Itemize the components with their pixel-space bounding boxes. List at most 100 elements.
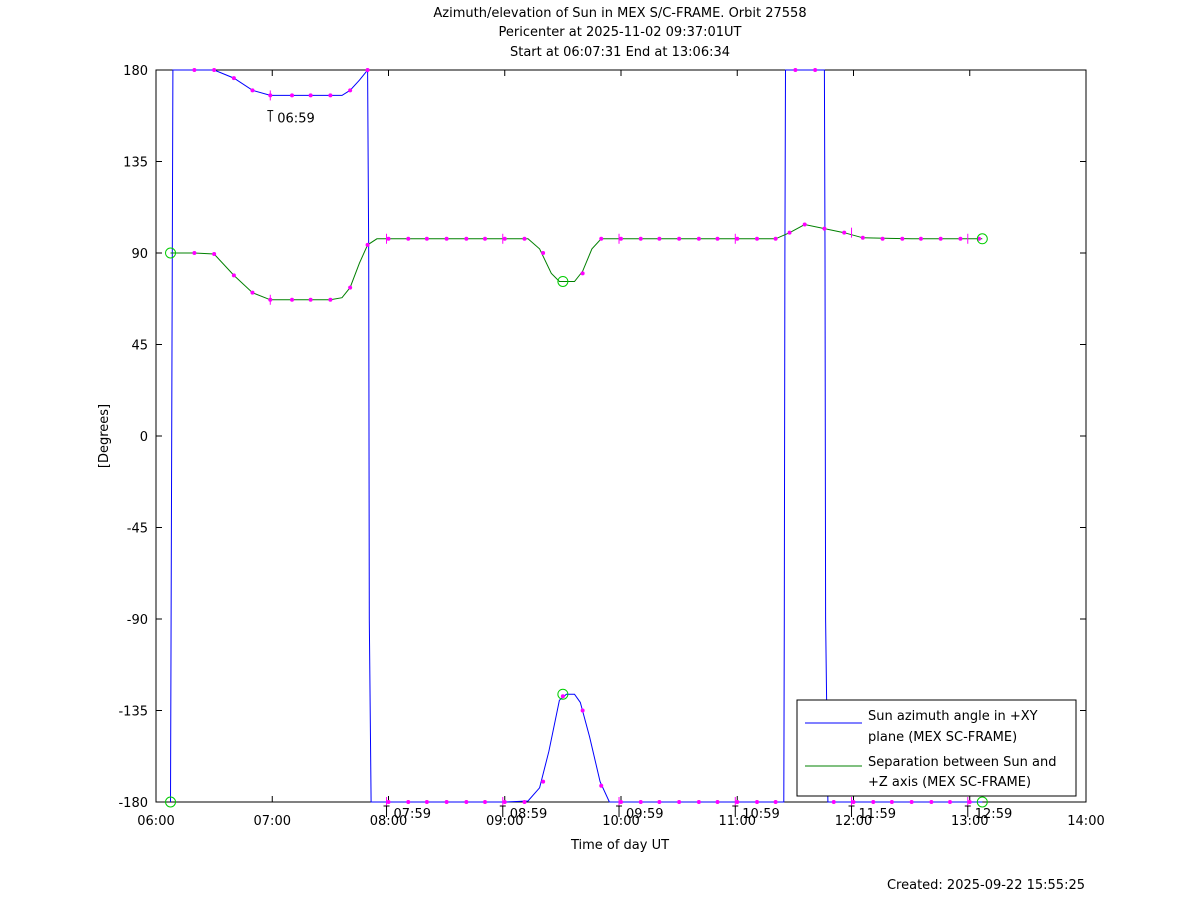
separation-point-marker: [348, 285, 353, 290]
annotation-layer: 06:59 07:59 08:59 09:59 10:59 11:59 12:59: [267, 110, 1012, 822]
azimuth-point-marker: [793, 68, 798, 72]
chart-title: Azimuth/elevation of Sun in MEX S/C-FRAM…: [433, 6, 806, 60]
separation-point-marker: [900, 236, 905, 241]
y-tick-label: -180: [118, 796, 148, 811]
legend-label-azimuth-line-1: Sun azimuth angle in +XY: [868, 709, 1038, 724]
y-axis: 180 135 90 45 0 -45 -90 -135 -180: [118, 64, 1086, 811]
y-tick-label: 45: [131, 339, 148, 354]
separation-point-marker: [619, 236, 623, 241]
x-axis: 06:00 07:00 08:00 09:00 10:00 11:00 12:00 13:00…: [137, 70, 1105, 829]
separation-point-marker: [424, 236, 429, 241]
title-line-1: Azimuth/elevation of Sun in MEX S/C-FRAM…: [433, 6, 806, 21]
separation-point-marker: [822, 226, 827, 231]
separation-point-marker: [787, 230, 792, 235]
separation-point-marker: [977, 236, 982, 241]
azimuth-point-marker: [560, 694, 565, 699]
azimuth-point-marker: [348, 88, 353, 93]
separation-point-marker: [696, 236, 701, 241]
x-tick-label: 13:00: [951, 814, 988, 829]
separation-point-marker: [715, 236, 720, 241]
separation-point-marker: [328, 297, 333, 302]
azimuth-point-marker: [212, 68, 217, 72]
separation-point-marker: [755, 236, 760, 241]
y-tick-label: -45: [127, 522, 148, 537]
separation-point-marker: [502, 236, 507, 241]
separation-point-marker: [386, 236, 391, 241]
azimuth-point-marker: [580, 708, 585, 713]
separation-point-marker: [599, 236, 604, 241]
azimuth-point-marker: [773, 800, 778, 804]
marker-layer: [165, 68, 988, 808]
azimuth-point-marker: [482, 800, 487, 804]
separation-point-marker: [464, 236, 469, 241]
separation-point-marker: [522, 236, 527, 241]
x-axis-label: Time of day UT: [570, 838, 669, 853]
separation-point-marker: [657, 236, 662, 241]
azimuth-point-marker: [967, 800, 972, 804]
azimuth-point-marker: [365, 68, 370, 72]
separation-point-marker: [444, 236, 449, 241]
separation-point-marker: [918, 236, 923, 241]
azimuth-point-marker: [250, 88, 255, 93]
separation-point-marker: [842, 230, 847, 235]
azimuth-point-marker: [871, 800, 876, 804]
azimuth-point-marker: [947, 800, 952, 804]
azimuth-point-marker: [308, 93, 313, 98]
legend-label-azimuth-line-2: plane (MEX SC-FRAME): [868, 730, 1017, 745]
azimuth-point-marker: [386, 800, 391, 804]
annotation-label: 12:59: [975, 807, 1012, 822]
created-timestamp: Created: 2025-09-22 15:55:25: [887, 878, 1085, 893]
azimuth-point-marker: [328, 93, 333, 98]
series-line-separation: [170, 223, 983, 301]
endpoint-circle-marker: [557, 688, 569, 700]
separation-point-marker: [365, 242, 370, 247]
legend-label-separation-line-2: +Z axis (MEX SC-FRAME): [868, 775, 1031, 790]
separation-point-marker: [250, 290, 255, 295]
title-line-3: Start at 06:07:31 End at 13:06:34: [510, 45, 730, 60]
plot-frame: [155, 69, 1087, 803]
endpoint-circle-marker: [557, 275, 569, 287]
azimuth-point-marker: [290, 93, 295, 98]
separation-point-marker: [482, 236, 487, 241]
azimuth-point-marker: [851, 800, 856, 804]
endpoint-circle-marker: [165, 247, 177, 259]
x-tick-label: 09:00: [486, 814, 523, 829]
separation-point-marker: [802, 222, 807, 227]
azimuth-point-marker: [657, 800, 662, 804]
azimuth-point-marker: [444, 800, 449, 804]
annotation-label: 09:59: [626, 807, 663, 822]
separation-point-marker: [958, 236, 963, 241]
azimuth-point-marker: [231, 76, 236, 81]
y-tick-label: 0: [140, 430, 148, 445]
azimuth-point-marker: [813, 68, 818, 72]
separation-point-marker: [192, 251, 197, 255]
azimuth-point-marker: [619, 800, 623, 804]
separation-point-marker: [638, 236, 643, 241]
azimuth-point-marker: [424, 800, 429, 804]
separation-point-marker: [860, 235, 865, 240]
x-tick-label: 14:00: [1067, 814, 1104, 829]
separation-point-marker: [290, 297, 295, 302]
separation-point-marker: [773, 236, 778, 241]
azimuth-point-marker: [502, 800, 507, 804]
legend-box: [796, 699, 1077, 797]
azimuth-point-marker: [541, 779, 546, 784]
azimuth-point-marker: [638, 800, 643, 804]
y-tick-label: 180: [123, 64, 148, 79]
separation-point-marker: [938, 236, 943, 241]
separation-point-marker: [406, 236, 411, 241]
annotation-label: 08:59: [510, 807, 547, 822]
legend: Sun azimuth angle in +XY plane (MEX SC-F…: [796, 699, 1077, 797]
annotation-label: 10:59: [742, 807, 779, 822]
azimuth-point-marker: [677, 800, 682, 804]
azimuth-point-marker: [909, 800, 914, 804]
annotation-label: 11:59: [859, 807, 896, 822]
y-tick-label: -90: [127, 613, 148, 628]
azimuth-point-marker: [192, 68, 197, 72]
azimuth-point-marker: [406, 800, 411, 804]
separation-point-marker: [580, 271, 585, 276]
x-tick-label: 12:00: [835, 814, 872, 829]
x-tick-label: 06:00: [137, 814, 174, 829]
azimuth-point-marker: [889, 800, 894, 804]
